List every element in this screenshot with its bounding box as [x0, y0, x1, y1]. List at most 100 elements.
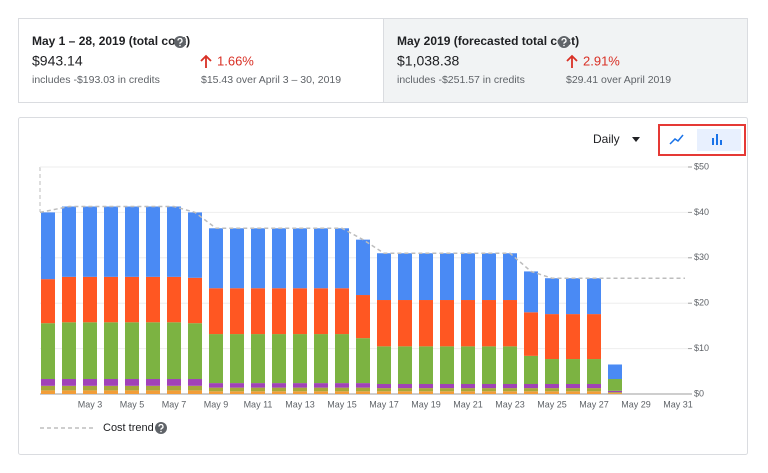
highlight-box [658, 124, 746, 156]
bar-segment [167, 379, 181, 386]
bar-segment [104, 322, 118, 380]
bar-segment [272, 387, 286, 392]
line-chart-toggle[interactable] [663, 129, 693, 151]
y-tick-label: $10 [694, 343, 709, 353]
bar-segment [503, 388, 517, 392]
bar-segment [608, 393, 622, 394]
bar-segment [104, 385, 118, 391]
bar-segment [503, 346, 517, 385]
bar-segment [377, 391, 391, 394]
y-tick-label: $0 [694, 388, 704, 398]
bar-segment [440, 384, 454, 389]
bar-segment [356, 239, 370, 296]
legend-label: Cost trend [103, 422, 154, 434]
bar-segment [230, 228, 244, 289]
bar-segment [188, 385, 202, 391]
bar-segment [587, 384, 601, 389]
summary-amount: $943.14 [32, 53, 83, 69]
help-icon[interactable] [558, 36, 570, 48]
bar-segment [335, 228, 349, 289]
bar-segment [524, 355, 538, 385]
bar-segment [482, 300, 496, 347]
bar-segment [482, 388, 496, 392]
bar-segment [461, 384, 475, 389]
bar-segment [419, 391, 433, 394]
bar-segment [314, 334, 328, 384]
bar-segment [125, 390, 139, 394]
bar-segment [524, 384, 538, 389]
bar-segment [419, 388, 433, 392]
bar-segment [83, 385, 97, 391]
bar-segment [440, 346, 454, 385]
bar-segment [587, 314, 601, 360]
x-tick-label: May 19 [411, 399, 441, 409]
bar-segment [41, 385, 55, 391]
bar-segment [356, 391, 370, 394]
bar-segment [314, 391, 328, 394]
bar-segment [335, 383, 349, 388]
bar-segment [503, 253, 517, 301]
bar-segment [356, 383, 370, 388]
dropdown-arrow[interactable] [632, 137, 640, 142]
bar-segment [251, 228, 265, 289]
bar-segment [209, 391, 223, 394]
x-tick-label: May 21 [453, 399, 483, 409]
summary-card [383, 18, 748, 103]
bar-segment [377, 388, 391, 392]
bar-segment [461, 300, 475, 347]
bar-segment [230, 383, 244, 388]
bar-segment [503, 384, 517, 389]
bar-segment [377, 346, 391, 385]
x-tick-label: May 15 [327, 399, 357, 409]
x-tick-label: May 29 [621, 399, 651, 409]
x-tick-label: May 13 [285, 399, 315, 409]
bar-segment [566, 314, 580, 360]
bar-segment [188, 379, 202, 386]
bar-segment [545, 388, 559, 392]
bar-segment [608, 379, 622, 391]
bar-segment [209, 383, 223, 388]
bar-segment [104, 379, 118, 386]
help-icon[interactable] [174, 36, 186, 48]
bar-segment [125, 206, 139, 277]
period-select[interactable]: Daily [593, 132, 620, 146]
bar-segment [482, 384, 496, 389]
bar-segment [83, 322, 97, 380]
bar-segment [335, 288, 349, 335]
bar-segment [293, 383, 307, 388]
bar-segment [272, 288, 286, 335]
bar-segment [146, 390, 160, 394]
bar-segment [209, 387, 223, 392]
bar-segment [188, 277, 202, 324]
summary-change: 2.91% [583, 53, 620, 68]
bar-segment [335, 387, 349, 392]
bar-segment [545, 359, 559, 385]
bar-segment [503, 391, 517, 394]
bar-segment [62, 390, 76, 394]
bar-segment [272, 334, 286, 384]
bar-segment [566, 278, 580, 315]
summary-amount: $1,038.38 [397, 53, 459, 69]
bar-segment [335, 391, 349, 394]
bar-segment [461, 388, 475, 392]
bar-chart-toggle[interactable] [697, 129, 741, 151]
bar-segment [524, 312, 538, 356]
bar-segment [545, 278, 559, 315]
bar-segment [587, 359, 601, 385]
bar-segment [251, 387, 265, 392]
summary-change: 1.66% [217, 53, 254, 68]
bar-segment [104, 276, 118, 323]
bar-segment [398, 346, 412, 385]
help-icon[interactable] [155, 422, 167, 434]
bar-segment [146, 385, 160, 391]
bar-segment [293, 334, 307, 384]
x-tick-label: May 9 [204, 399, 229, 409]
bar-segment [566, 388, 580, 392]
bar-segment [83, 276, 97, 323]
bar-segment [272, 391, 286, 394]
x-tick-label: May 3 [78, 399, 103, 409]
bar-segment [83, 206, 97, 277]
bar-segment [272, 228, 286, 289]
bar-segment [293, 288, 307, 335]
